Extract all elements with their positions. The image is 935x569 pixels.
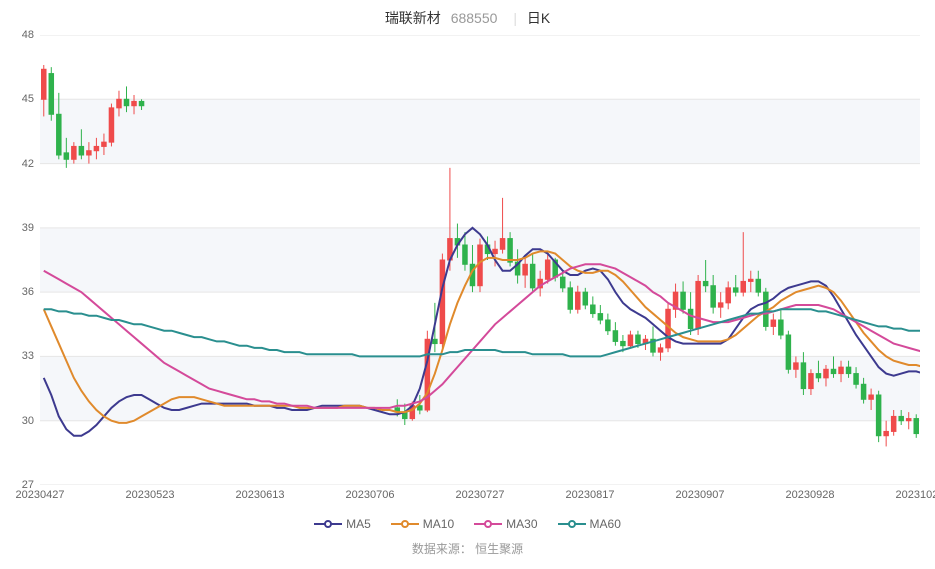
legend-item-ma60[interactable]: MA60 — [558, 517, 621, 531]
legend-label: MA5 — [346, 517, 371, 531]
y-tick-label: 42 — [22, 158, 40, 170]
x-tick-label: 20230523 — [126, 485, 175, 501]
plot-area: 2730333639424548202304272023052320230613… — [40, 35, 920, 485]
x-tick-label: 20230817 — [566, 485, 615, 501]
source-label: 数据来源： — [412, 542, 472, 556]
legend-label: MA10 — [423, 517, 454, 531]
x-tick-label: 20231026 — [896, 485, 935, 501]
legend-marker — [474, 523, 502, 525]
legend-marker — [314, 523, 342, 525]
x-tick-label: 20230907 — [676, 485, 725, 501]
legend-marker — [558, 523, 586, 525]
legend-label: MA60 — [590, 517, 621, 531]
legend-item-ma30[interactable]: MA30 — [474, 517, 537, 531]
x-tick-label: 20230928 — [786, 485, 835, 501]
title-separator: | — [513, 10, 517, 26]
legend-item-ma10[interactable]: MA10 — [391, 517, 454, 531]
x-tick-label: 20230727 — [456, 485, 505, 501]
y-tick-label: 39 — [22, 222, 40, 234]
legend-marker — [391, 523, 419, 525]
data-source: 数据来源： 恒生聚源 — [0, 540, 935, 557]
legend-label: MA30 — [506, 517, 537, 531]
y-tick-label: 48 — [22, 29, 40, 41]
x-tick-label: 20230427 — [16, 485, 65, 501]
x-tick-label: 20230706 — [346, 485, 395, 501]
source-value: 恒生聚源 — [475, 542, 523, 556]
plot-svg — [40, 35, 920, 485]
legend-item-ma5[interactable]: MA5 — [314, 517, 371, 531]
y-tick-label: 36 — [22, 286, 40, 298]
y-tick-label: 45 — [22, 93, 40, 105]
x-tick-label: 20230613 — [236, 485, 285, 501]
stock-code: 688550 — [451, 10, 498, 26]
chart-title: 瑞联新材 688550 | 日K — [0, 0, 935, 32]
stock-name: 瑞联新材 — [385, 10, 441, 26]
stock-chart: 瑞联新材 688550 | 日K 27303336394245482023042… — [0, 0, 935, 569]
period-label: 日K — [527, 10, 550, 26]
y-tick-label: 30 — [22, 415, 40, 427]
y-tick-label: 33 — [22, 350, 40, 362]
legend: MA5 MA10 MA30 MA60 — [0, 514, 935, 531]
